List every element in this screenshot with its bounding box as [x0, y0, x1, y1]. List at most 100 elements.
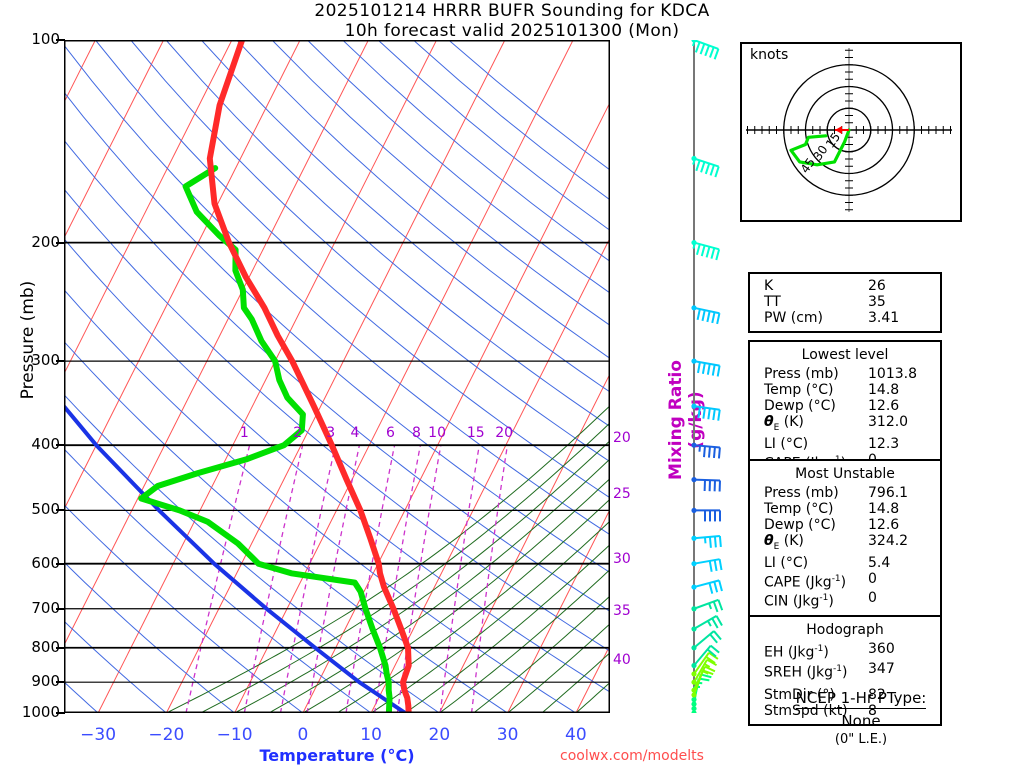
stat-row: EH (Jkg-1) 360: [750, 641, 940, 661]
stat-key: θE (K): [764, 533, 804, 552]
row-spacer: [750, 680, 940, 687]
mixing-ratio-top-labels: 1 2 3 4 6 8 10 15 20: [240, 425, 514, 441]
stat-key: StmDir (°): [764, 687, 835, 704]
stat-row: Dewp (°C) 12.6: [750, 517, 940, 533]
ptype-liquid-equivalent: (0" L.E.): [834, 732, 888, 747]
hodograph-stats-section: Hodograph EH (Jkg-1) 360 SREH (Jkg-1) 347 St…: [750, 617, 940, 724]
ptype-block: NCEP 1-Hr PType: None (0" L.E.): [736, 688, 986, 747]
stat-value: 347: [868, 660, 895, 677]
page-title-line1: 2025101214 HRRR BUFR Sounding for KDCA: [314, 1, 710, 21]
stat-key: StmSpd (kt): [764, 703, 848, 720]
stat-value: 12.3: [868, 435, 900, 452]
pressure-tick-1000: 1000: [21, 703, 60, 721]
wind-barb: [691, 615, 723, 632]
stat-value: 1013.8: [868, 366, 917, 382]
stat-key: EH (Jkg-1): [764, 644, 829, 661]
stat-key: Dewp (°C): [764, 517, 836, 533]
pressure-tick-800: 800: [31, 637, 60, 656]
stat-value: 35: [868, 294, 886, 310]
ptype-value: None: [841, 712, 881, 730]
wind-barb: [691, 305, 721, 325]
stat-key: θE (K): [764, 414, 804, 433]
temperature-axis-label: Temperature (°C): [259, 746, 415, 765]
stat-key: Temp (°C): [764, 501, 834, 517]
pressure-tick-400: 400: [31, 435, 60, 454]
temperature-tick-30: 30: [496, 725, 519, 745]
mixing-ratio-side-label-40: 40: [613, 652, 631, 668]
most-unstable-rows: Press (mb) 796.1 Temp (°C) 14.8 Dewp (°C) 12.…: [750, 485, 940, 610]
ptype-title: NCEP 1-Hr PType:: [795, 689, 927, 709]
stat-row: StmSpd (kt) 8: [750, 703, 940, 719]
mixing-ratio-side-label-35: 35: [613, 603, 631, 619]
stat-row: Press (mb) 1013.8: [750, 366, 940, 382]
pressure-tick-200: 200: [31, 232, 60, 251]
temperature-tick--10: −10: [216, 725, 253, 745]
stat-row: Press (mb) 796.1: [750, 485, 940, 501]
pressure-tick-900: 900: [31, 672, 60, 691]
hodograph-stats-rows: EH (Jkg-1) 360 SREH (Jkg-1) 347 StmDir (°) 82…: [750, 641, 940, 719]
wind-barb: [691, 579, 723, 594]
pressure-tick-mark: [56, 360, 65, 363]
temperature-tick-10: 10: [360, 725, 382, 745]
pressure-tick-mark: [56, 241, 65, 244]
temperature-tick-20: 20: [428, 725, 451, 745]
pressure-tick-mark: [56, 681, 65, 684]
stat-row: LI (°C) 5.4: [750, 555, 940, 571]
pressure-tick-100: 100: [31, 30, 60, 48]
stat-key: Temp (°C): [764, 382, 834, 398]
wind-barb: [691, 665, 716, 693]
stat-key: K: [764, 278, 774, 294]
pressure-tick-mark: [56, 712, 65, 714]
pressure-tick-mark: [56, 39, 65, 41]
stat-value: 14.8: [868, 382, 900, 398]
mixing-ratio-label-4: 4: [350, 425, 360, 441]
stat-row: LI (°C) 12.3: [750, 436, 940, 452]
wind-barb: [691, 477, 721, 492]
hodograph-trace: [789, 128, 851, 167]
wind-barb: [691, 651, 719, 677]
watermark: coolwx.com/modelts: [560, 748, 704, 764]
mixing-ratio-label-20: 20: [495, 425, 514, 441]
hodograph-plot: knots 15 30 45: [740, 28, 962, 232]
stat-key: TT: [764, 294, 781, 310]
mixing-ratio-label-15: 15: [466, 425, 485, 441]
stat-value: 360: [868, 641, 895, 658]
mixing-ratio-side-label-25: 25: [613, 486, 631, 502]
stat-row: CIN (Jkg-1) 0: [750, 590, 940, 610]
indices-rows: K 26 TT 35 PW (cm) 3.41: [750, 278, 940, 326]
temperature-tick-0: 0: [297, 725, 309, 745]
stat-key: Press (mb): [764, 485, 839, 501]
stat-value: 3.41: [868, 310, 900, 326]
stat-row: Dewp (°C) 12.6: [750, 398, 940, 414]
wind-barb: [691, 442, 721, 459]
stat-value: 5.4: [868, 554, 891, 571]
most-unstable-panel: Most Unstable Press (mb) 796.1 Temp (°C) 14…: [748, 459, 942, 727]
hodograph-units-label: knots: [750, 47, 789, 63]
wind-barb: [691, 598, 724, 613]
stat-value: 12.6: [868, 398, 900, 414]
stat-value: 12.6: [868, 517, 900, 533]
wind-barb: [691, 507, 721, 522]
stat-row: Temp (°C) 14.8: [750, 501, 940, 517]
mixing-ratio-side-labels: 20 25 30 35 40: [613, 430, 631, 668]
stat-value: 14.8: [868, 501, 900, 517]
mixing-ratio-label-8: 8: [411, 425, 421, 441]
mixing-ratio-side-label-30: 30: [613, 551, 631, 567]
stat-row: SREH (Jkg-1) 347: [750, 661, 940, 681]
page-title-line2: 10h forecast valid 2025101300 (Mon): [344, 21, 680, 41]
stat-row: PW (cm) 3.41: [750, 310, 940, 326]
pressure-tick-labels: 100 200 300 400 500 600 700 800 900 1000: [0, 0, 65, 768]
stat-row: TT 35: [750, 294, 940, 310]
wind-barb: [691, 239, 721, 261]
mixing-ratio-side-label-20: 20: [613, 430, 631, 446]
stat-value: 796.1: [868, 485, 909, 501]
stat-key: CAPE (Jkg-1): [764, 573, 847, 591]
pressure-tick-mark: [56, 562, 65, 565]
indices-panel: K 26 TT 35 PW (cm) 3.41: [748, 272, 942, 333]
wind-barb: [691, 630, 722, 651]
temperature-tick-40: 40: [565, 725, 587, 745]
wind-barb: [691, 37, 720, 60]
stat-row: θE (K) 312.0: [750, 414, 940, 436]
stat-key: Dewp (°C): [764, 398, 836, 414]
mixing-ratio-label-2: 2: [293, 425, 303, 441]
